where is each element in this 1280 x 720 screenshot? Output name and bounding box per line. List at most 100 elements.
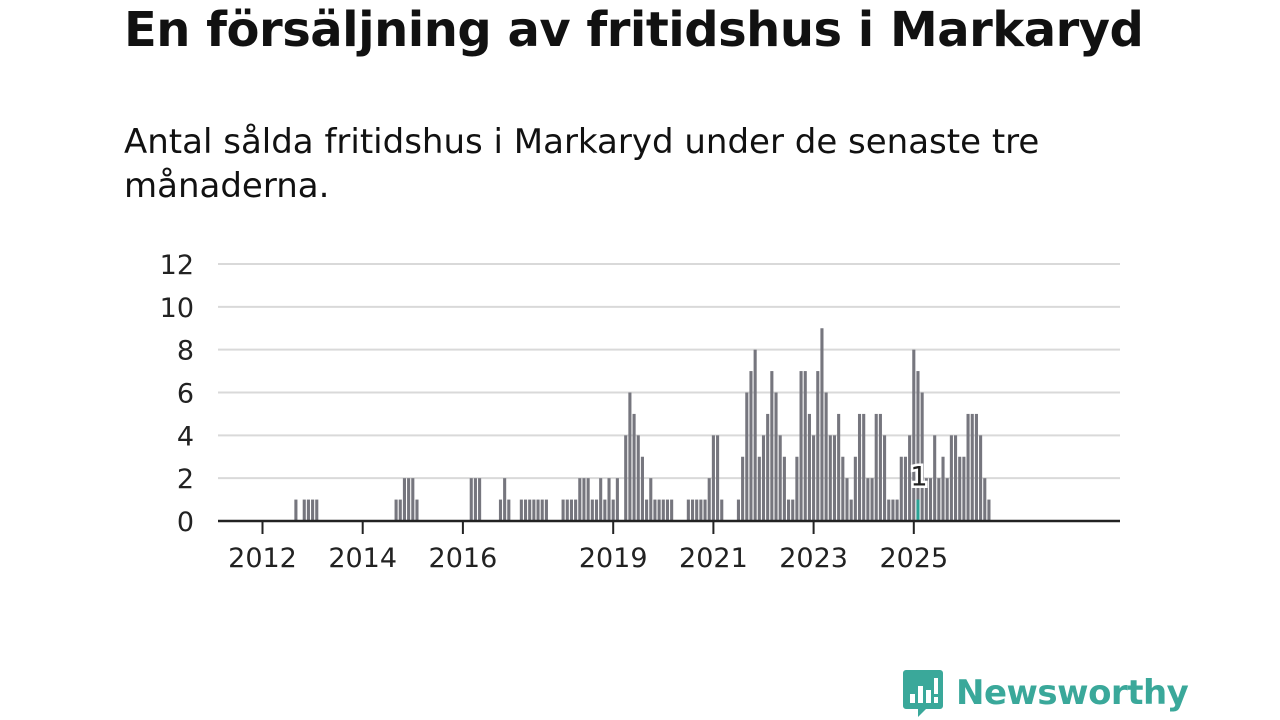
bar — [849, 499, 853, 521]
bar — [394, 499, 398, 521]
bar — [866, 478, 870, 521]
bar — [753, 349, 757, 521]
bar — [962, 456, 966, 521]
bar — [812, 435, 816, 521]
bar — [695, 499, 699, 521]
bar — [757, 456, 761, 521]
bar — [628, 392, 632, 521]
bar — [473, 478, 477, 521]
bar — [574, 499, 578, 521]
bar — [770, 371, 774, 521]
bar — [611, 499, 615, 521]
bar — [983, 478, 987, 521]
bar — [928, 478, 933, 521]
bar — [561, 499, 565, 521]
newsworthy-logo-text: Newsworthy — [956, 673, 1189, 713]
bar — [958, 456, 962, 521]
bar — [987, 499, 991, 521]
bar — [478, 478, 482, 521]
bar — [603, 499, 607, 521]
bar — [887, 499, 891, 521]
bar — [703, 499, 707, 521]
bar — [941, 456, 945, 521]
bar — [607, 478, 611, 521]
bar — [699, 499, 703, 521]
bar — [816, 371, 820, 521]
bar — [970, 413, 974, 521]
bar — [903, 456, 907, 521]
bar — [857, 413, 862, 521]
chart-title: En försäljning av fritidshus i Markaryd — [124, 2, 1144, 58]
bar — [924, 478, 928, 521]
bar — [294, 499, 298, 521]
bars — [294, 328, 991, 521]
bar — [782, 456, 786, 521]
chart-subtitle: Antal sålda fritidshus i Markaryd under … — [124, 122, 1040, 206]
x-tick-label: 2025 — [879, 543, 948, 574]
bar — [874, 413, 878, 521]
highlight-value-label: 1 — [910, 462, 927, 493]
y-tick-label: 8 — [177, 336, 194, 367]
bar — [528, 499, 532, 521]
bar — [302, 499, 306, 521]
bar — [883, 435, 887, 521]
bar — [523, 499, 528, 521]
bar — [415, 499, 419, 521]
bar — [837, 413, 841, 521]
bar — [657, 499, 661, 521]
bar — [590, 499, 594, 521]
bar — [661, 499, 665, 521]
bar — [544, 499, 548, 521]
bar — [870, 478, 874, 521]
y-tick-label: 6 — [177, 379, 194, 410]
bar — [799, 371, 803, 521]
bar — [741, 456, 745, 521]
x-tick-label: 2016 — [429, 543, 498, 574]
data-labels: 1 — [908, 459, 930, 495]
bar — [916, 371, 920, 521]
bar — [707, 478, 711, 521]
bar — [615, 478, 619, 521]
bar — [594, 499, 599, 521]
x-tick-label: 2014 — [328, 543, 397, 574]
bar — [937, 478, 941, 521]
bar — [411, 478, 415, 521]
bar — [690, 499, 695, 521]
bar — [949, 435, 953, 521]
x-axis-ticks: 2012 2014 2016 2019 2021 2023 2025 — [228, 521, 948, 574]
bar — [565, 499, 569, 521]
bar — [845, 478, 849, 521]
bar — [891, 499, 895, 521]
bar — [974, 413, 978, 521]
bar — [398, 499, 402, 521]
bar — [599, 478, 603, 521]
bar — [649, 478, 653, 521]
bar — [807, 413, 811, 521]
bar — [569, 499, 573, 521]
x-tick-label: 2023 — [779, 543, 848, 574]
bar — [853, 456, 857, 521]
bar — [582, 478, 586, 521]
y-tick-label: 4 — [177, 421, 194, 452]
bar — [578, 478, 582, 521]
bar — [745, 392, 749, 521]
bar — [761, 435, 766, 521]
bar — [665, 499, 670, 521]
bar — [908, 435, 912, 521]
bar — [966, 413, 970, 521]
bar — [895, 499, 899, 521]
bar — [899, 456, 903, 521]
x-tick-label: 2019 — [579, 543, 648, 574]
bar — [532, 499, 536, 521]
bar — [653, 499, 657, 521]
bar — [636, 435, 640, 521]
bar — [586, 478, 590, 521]
bar — [519, 499, 523, 521]
bar — [841, 456, 845, 521]
bar — [536, 499, 540, 521]
bar — [862, 413, 866, 521]
bar — [933, 435, 937, 521]
grid-lines — [218, 263, 1120, 480]
bar — [503, 478, 507, 521]
